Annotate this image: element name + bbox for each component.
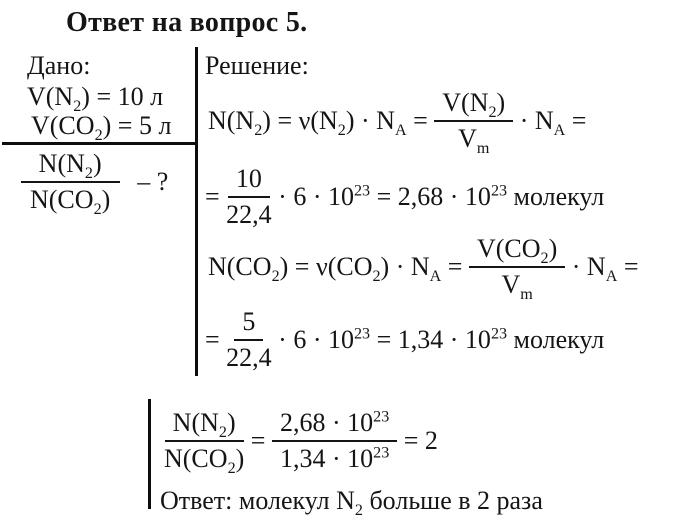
- find-fraction-denominator: N(CO2): [30, 184, 111, 219]
- eq1-rhs: · NA =: [513, 106, 587, 140]
- eq2-rhs: · 6 · 1023 = 2,68 · 1023 молекул: [271, 182, 605, 212]
- eq2-fraction-denominator: 22,4: [226, 200, 272, 229]
- result-equals-sign: =: [244, 426, 272, 456]
- eq2-lhs: =: [205, 182, 227, 212]
- eq3-fraction: V(CO2) Vm: [468, 234, 566, 304]
- eq1-fraction-denominator: Vm: [458, 124, 490, 158]
- solution-eq2: = 10 22,4 · 6 · 1023 = 2,68 · 1023 молек…: [205, 164, 605, 230]
- result-left-numerator: N(N2): [164, 408, 244, 442]
- eq2-fraction-numerator: 10: [227, 164, 270, 198]
- eq1-lhs: N(N2) = ν(N2) · NA =: [208, 106, 435, 140]
- result-value: = 2: [397, 426, 438, 456]
- find-fraction-numerator: N(N2): [20, 149, 120, 183]
- result-right-denominator: 1,34 · 1023: [279, 444, 390, 473]
- result-right-numerator: 2,68 · 1023: [271, 408, 398, 442]
- result-left-denominator: N(CO2): [164, 444, 245, 478]
- solution-label: Решение:: [205, 51, 309, 80]
- eq2-fraction: 10 22,4: [226, 164, 272, 230]
- result-fraction-left: N(N2) N(CO2): [164, 408, 245, 478]
- given-volume-n2: V(N2) = 10 л: [27, 82, 164, 116]
- eq3-rhs: · NA =: [565, 252, 639, 286]
- find-question-mark: – ?: [137, 166, 169, 196]
- eq1-fraction: V(N2) Vm: [434, 88, 514, 158]
- given-label: Дано:: [27, 51, 91, 80]
- eq3-fraction-numerator: V(CO2): [468, 234, 566, 268]
- column-divider-line: [195, 47, 198, 376]
- result-margin-line: [148, 399, 151, 509]
- page-title: Ответ на вопрос 5.: [66, 7, 308, 38]
- solution-eq4: = 5 22,4 · 6 · 1023 = 1,34 · 1023 молеку…: [205, 307, 605, 373]
- given-volume-co2: V(CO2) = 5 л: [31, 111, 172, 145]
- eq4-fraction-numerator: 5: [234, 307, 264, 341]
- result-fraction-right: 2,68 · 1023 1,34 · 1023: [271, 408, 398, 474]
- eq3-lhs: N(CO2) = ν(CO2) · NA =: [208, 252, 469, 286]
- find-row: N(N2) N(CO2) – ?: [12, 149, 169, 219]
- eq3-fraction-denominator: Vm: [501, 270, 533, 304]
- eq1-fraction-numerator: V(N2): [434, 88, 514, 122]
- solution-eq3: N(CO2) = ν(CO2) · NA = V(CO2) Vm · NA =: [208, 234, 639, 304]
- solution-eq1: N(N2) = ν(N2) · NA = V(N2) Vm · NA =: [208, 88, 587, 158]
- find-fraction: N(N2) N(CO2): [12, 149, 128, 219]
- result-equation: N(N2) N(CO2) = 2,68 · 1023 1,34 · 1023 =…: [164, 408, 438, 478]
- eq4-fraction-denominator: 22,4: [226, 343, 272, 372]
- given-find-divider-line: [2, 142, 196, 145]
- eq4-fraction: 5 22,4: [226, 307, 272, 373]
- answer-line: Ответ: молекул N2 больше в 2 раза: [160, 486, 543, 520]
- eq4-lhs: =: [205, 325, 227, 355]
- eq4-rhs: · 6 · 1023 = 1,34 · 1023 молекул: [271, 325, 605, 355]
